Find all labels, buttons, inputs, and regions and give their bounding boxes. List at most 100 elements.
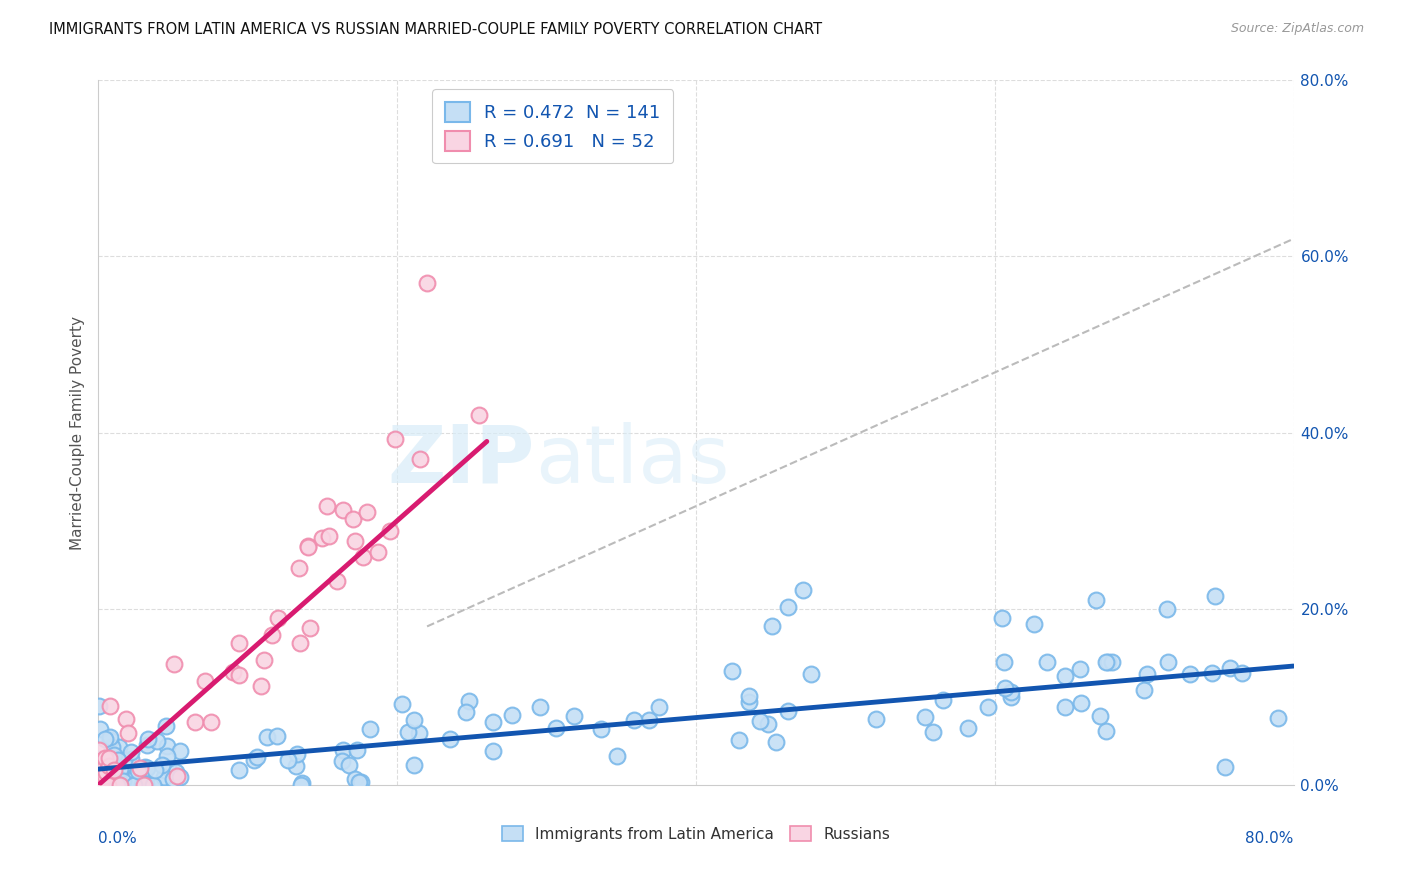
Point bbox=[110, 772, 132, 787]
Point bbox=[1156, 602, 1178, 616]
Point bbox=[285, 747, 308, 761]
Point bbox=[89, 778, 111, 792]
Point bbox=[93, 761, 115, 775]
Point bbox=[156, 749, 179, 764]
Point bbox=[501, 707, 523, 722]
Point bbox=[100, 740, 122, 755]
Point bbox=[105, 778, 128, 792]
Point bbox=[591, 722, 613, 736]
Point bbox=[132, 778, 155, 792]
Point bbox=[990, 610, 1012, 624]
Point bbox=[1000, 684, 1022, 698]
Point bbox=[129, 761, 152, 775]
Point bbox=[89, 698, 111, 713]
Point bbox=[350, 775, 373, 789]
Point bbox=[93, 731, 115, 746]
Point bbox=[402, 758, 425, 772]
Text: ZIP: ZIP bbox=[388, 422, 534, 500]
Point bbox=[1215, 760, 1237, 774]
Point bbox=[121, 745, 143, 759]
Point bbox=[765, 735, 787, 749]
Point bbox=[346, 743, 368, 757]
Point bbox=[222, 665, 245, 680]
Point bbox=[228, 636, 250, 650]
Point bbox=[993, 655, 1015, 669]
Point bbox=[416, 276, 439, 290]
Point bbox=[330, 754, 353, 768]
Point bbox=[721, 664, 744, 678]
Point bbox=[408, 452, 430, 467]
Point bbox=[647, 700, 669, 714]
Point bbox=[380, 524, 402, 539]
Point bbox=[122, 778, 145, 792]
Point bbox=[1204, 589, 1226, 603]
Point bbox=[456, 705, 478, 719]
Point bbox=[1157, 655, 1180, 669]
Point bbox=[728, 733, 751, 747]
Point bbox=[136, 761, 159, 775]
Point bbox=[1053, 669, 1076, 683]
Point bbox=[1101, 655, 1123, 669]
Point bbox=[122, 778, 145, 792]
Point bbox=[108, 755, 131, 769]
Point bbox=[89, 778, 111, 792]
Point bbox=[104, 778, 127, 792]
Point bbox=[136, 732, 159, 747]
Point bbox=[311, 531, 333, 545]
Point bbox=[228, 764, 250, 778]
Point bbox=[957, 721, 980, 735]
Point bbox=[325, 574, 347, 588]
Point bbox=[228, 668, 250, 682]
Point bbox=[89, 778, 111, 792]
Point bbox=[256, 731, 278, 745]
Point bbox=[166, 768, 188, 782]
Point bbox=[792, 583, 814, 598]
Point bbox=[112, 774, 135, 789]
Point bbox=[287, 561, 309, 575]
Point bbox=[156, 739, 179, 754]
Point bbox=[103, 763, 125, 777]
Text: 0.0%: 0.0% bbox=[98, 830, 138, 846]
Point bbox=[135, 739, 157, 753]
Text: 80.0%: 80.0% bbox=[1246, 830, 1294, 846]
Point bbox=[97, 751, 120, 765]
Point bbox=[1085, 592, 1108, 607]
Point bbox=[356, 505, 378, 519]
Point bbox=[408, 725, 430, 739]
Point bbox=[142, 778, 165, 792]
Point bbox=[342, 512, 364, 526]
Point bbox=[97, 756, 120, 771]
Point bbox=[120, 752, 142, 766]
Point bbox=[108, 778, 131, 792]
Point bbox=[1090, 709, 1112, 723]
Point bbox=[290, 778, 312, 792]
Point bbox=[778, 704, 800, 718]
Point bbox=[1232, 666, 1254, 681]
Point bbox=[157, 761, 180, 775]
Point bbox=[103, 747, 125, 762]
Point bbox=[623, 713, 645, 727]
Point bbox=[183, 715, 205, 730]
Point bbox=[253, 653, 276, 667]
Point bbox=[285, 759, 308, 773]
Point bbox=[299, 621, 322, 635]
Point bbox=[1178, 667, 1201, 681]
Point bbox=[131, 768, 153, 782]
Point bbox=[1070, 696, 1092, 710]
Point bbox=[108, 740, 131, 755]
Point bbox=[482, 715, 505, 730]
Point bbox=[1135, 666, 1157, 681]
Point bbox=[242, 753, 264, 767]
Point bbox=[544, 721, 567, 735]
Point bbox=[98, 774, 121, 789]
Point bbox=[1024, 617, 1046, 632]
Point bbox=[1036, 655, 1059, 669]
Point bbox=[152, 770, 174, 784]
Point bbox=[758, 716, 780, 731]
Point bbox=[749, 714, 772, 729]
Point bbox=[391, 697, 413, 711]
Point bbox=[93, 769, 115, 783]
Point bbox=[349, 775, 371, 789]
Point bbox=[1097, 655, 1119, 669]
Point bbox=[291, 775, 314, 789]
